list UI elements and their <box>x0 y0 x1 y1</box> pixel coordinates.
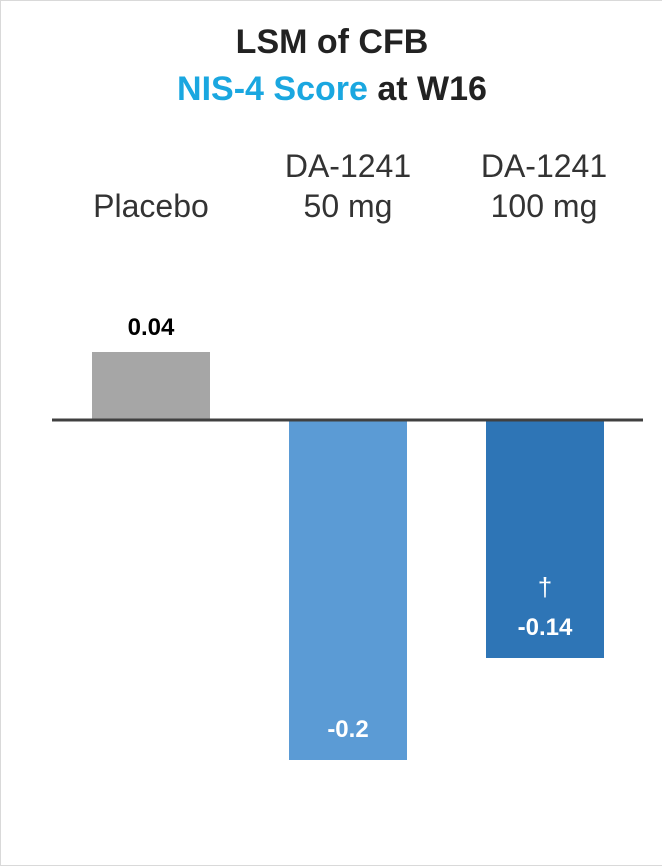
subtitle-highlight: NIS-4 Score <box>177 70 368 108</box>
category-label-line2: Placebo <box>93 188 209 224</box>
category-label-line2: 50 mg <box>303 188 393 224</box>
data-label-placebo: 0.04 <box>128 314 175 341</box>
category-label-100mg: DA-1241 100 mg <box>444 146 644 226</box>
data-label-100mg: -0.14 <box>518 614 573 641</box>
bar-50mg <box>289 420 407 760</box>
significance-annotation-100mg: † <box>538 572 552 602</box>
bar-100mg <box>486 420 604 658</box>
subtitle-rest: at W16 <box>367 70 487 108</box>
chart-title: LSM of CFB <box>235 23 429 61</box>
category-label-placebo: Placebo <box>51 186 251 226</box>
category-label-line1: DA-1241 <box>480 148 608 184</box>
category-label-line2: 100 mg <box>490 188 598 224</box>
category-label-50mg: DA-1241 50 mg <box>248 146 448 226</box>
chart-subtitle: NIS-4 Score at W16 <box>0 69 664 109</box>
category-label-line1: DA-1241 <box>284 148 412 184</box>
bar-placebo <box>92 352 210 420</box>
data-label-50mg: -0.2 <box>327 716 368 743</box>
